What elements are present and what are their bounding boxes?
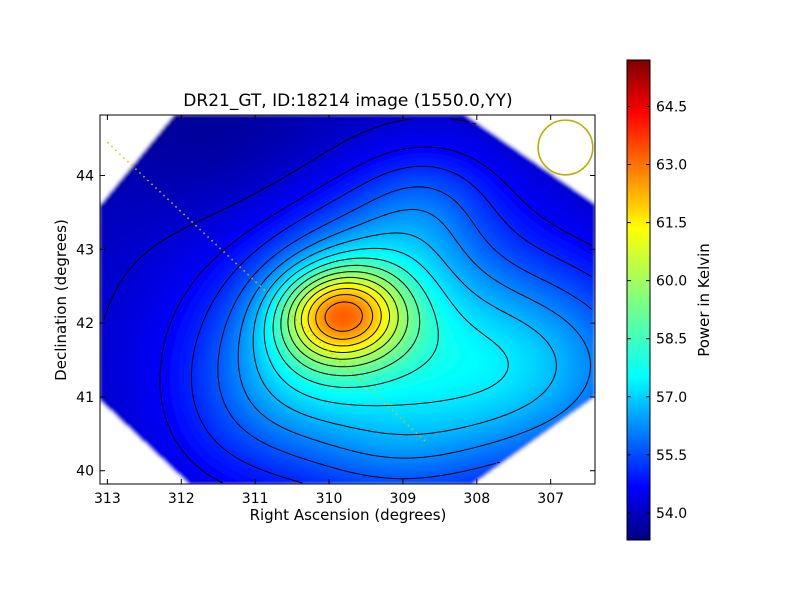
contour-line [287,271,409,368]
contour-line [280,264,421,377]
heatmap-image [100,115,595,484]
contour-line [252,232,557,436]
colorbar-tick-label: 64.5 [656,99,687,115]
colorbar-label: Power in Kelvin [695,243,713,357]
dotted-line [106,141,426,442]
x-tick-label: 312 [168,491,195,507]
contour-line [217,186,593,480]
y-tick-label: 42 [76,316,94,332]
x-axis-label: Right Ascension (degrees) [250,506,447,524]
x-tick-label: 308 [463,491,490,507]
chart-title: DR21_GT, ID:18214 image (1550.0,YY) [183,91,512,111]
contour-line [263,247,509,407]
colorbar-tick-label: 54.0 [656,506,687,522]
y-tick-label: 43 [76,242,94,258]
contour-line [103,118,477,321]
colorbar-tick-label: 63.0 [656,158,687,174]
contour-line [272,257,439,388]
x-tick-label: 313 [94,491,121,507]
colorbar-ticks: 54.0 55.5 57.0 58.5 60.0 61.5 63.0 64.5 [627,99,687,522]
contour-line [159,146,593,484]
colorbar: 54.0 55.5 57.0 58.5 60.0 61.5 63.0 64.5 Power i… [626,59,713,541]
y-tick-label: 41 [76,390,94,406]
contour-lines [103,118,593,484]
colorbar-tick-label: 61.5 [656,216,687,232]
plot-area [99,114,596,485]
contour-line [324,301,363,332]
contour-line [190,165,593,484]
contour-line [237,208,592,459]
x-tick-label: 311 [242,491,269,507]
y-tick-label: 44 [76,169,94,185]
x-tick-label: 310 [316,491,343,507]
contour-line [315,294,374,340]
colorbar-tick-label: 55.5 [656,448,687,464]
contour-line [300,282,391,353]
contour-line [294,276,399,360]
beam-marker [537,119,594,176]
y-axis-label: Declination (degrees) [52,219,70,381]
colorbar-tick-label: 57.0 [656,390,687,406]
x-tick-label: 309 [390,491,417,507]
colorbar-tick-label: 60.0 [656,274,687,290]
colorbar-tick-label: 58.5 [656,332,687,348]
x-tick-label: 307 [537,491,564,507]
x-axis: 313 312 311 310 309 308 307 [94,115,564,507]
y-tick-label: 40 [76,464,94,480]
y-axis: 40 41 42 43 44 [76,169,595,480]
contour-line [307,288,382,347]
